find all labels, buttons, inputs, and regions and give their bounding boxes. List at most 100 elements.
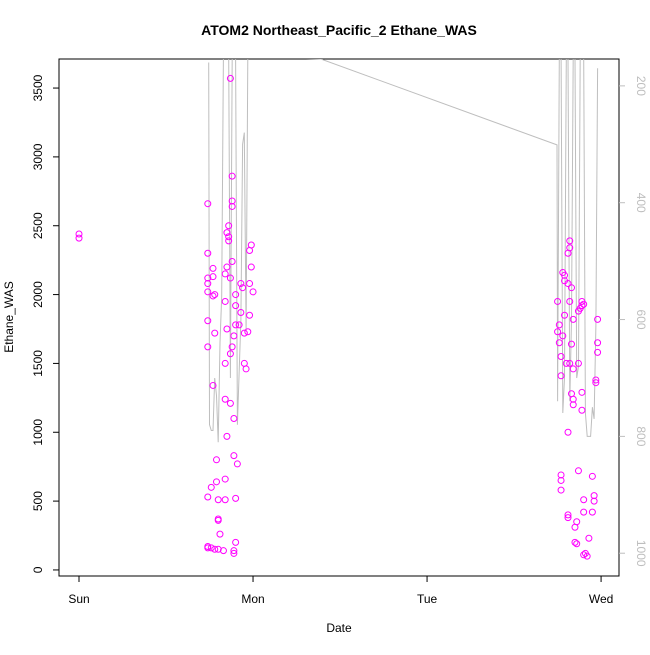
data-point (564, 280, 572, 288)
data-point (204, 544, 212, 552)
data-point (564, 511, 572, 519)
y-axis-label: Ethane_WAS (2, 281, 16, 353)
y-tick-label: 3000 (31, 143, 45, 170)
data-point (221, 496, 229, 504)
data-point (592, 376, 600, 384)
data-point (204, 343, 212, 351)
data-point (221, 270, 229, 278)
data-point (212, 478, 220, 486)
data-point (554, 297, 562, 305)
data-point (557, 372, 565, 380)
data-point (228, 343, 236, 351)
data-point (585, 534, 593, 542)
data-point (574, 467, 582, 475)
data-point (204, 317, 212, 325)
data-point (214, 545, 222, 553)
data-point (214, 496, 222, 504)
data-point (211, 329, 219, 337)
y2-tick-label: 400 (634, 193, 648, 213)
data-point (204, 288, 212, 296)
data-point (211, 545, 219, 553)
data-point (555, 339, 563, 347)
data-point (228, 172, 236, 180)
data-point (583, 552, 591, 560)
data-point (228, 258, 236, 266)
x-axis-label: Date (326, 621, 352, 635)
plot-area (75, 59, 602, 560)
data-point (569, 401, 577, 409)
data-point (244, 328, 252, 336)
x-tick-label: Sun (68, 592, 89, 606)
data-point (571, 523, 579, 531)
data-point (221, 297, 229, 305)
data-point (211, 291, 219, 299)
data-point (242, 365, 250, 373)
x-tick-label: Wed (589, 592, 613, 606)
data-point (567, 340, 575, 348)
data-point (580, 300, 588, 308)
data-point (204, 200, 212, 208)
data-point (569, 365, 577, 373)
y-tick-label: 500 (31, 491, 45, 511)
data-point (219, 547, 227, 555)
data-point (580, 551, 588, 559)
data-point (204, 280, 212, 288)
data-point (561, 271, 569, 279)
data-point (232, 538, 240, 546)
data-point (233, 460, 241, 468)
data-point (228, 202, 236, 210)
data-point (230, 452, 238, 460)
data-point (237, 308, 245, 316)
data-point (567, 284, 575, 292)
data-point (226, 350, 234, 358)
data-point (214, 516, 222, 524)
data-point (566, 237, 574, 245)
data-point (561, 311, 569, 319)
data-point (592, 379, 600, 387)
data-point (555, 321, 563, 329)
x-tick-label: Mon (241, 592, 264, 606)
data-point (230, 332, 238, 340)
data-point (209, 273, 217, 281)
y-tick-label: 3500 (31, 74, 45, 101)
data-point (554, 328, 562, 336)
data-point (240, 329, 248, 337)
y-tick-label: 2000 (31, 281, 45, 308)
data-point (223, 229, 231, 237)
data-point (574, 359, 582, 367)
data-point (578, 388, 586, 396)
y-tick-label: 0 (31, 566, 45, 573)
data-point (566, 359, 574, 367)
data-line (208, 59, 599, 443)
data-point (225, 237, 233, 245)
data-point (239, 284, 247, 292)
data-point (580, 508, 588, 516)
data-point (232, 321, 240, 329)
data-point (573, 540, 581, 548)
data-point (204, 249, 212, 257)
data-point (557, 486, 565, 494)
chart-title: ATOM2 Northeast_Pacific_2 Ethane_WAS (201, 22, 477, 38)
data-point (246, 280, 254, 288)
data-point (574, 307, 582, 315)
data-point (232, 494, 240, 502)
data-point (232, 302, 240, 310)
data-point (562, 359, 570, 367)
data-point (246, 247, 254, 255)
data-point (209, 264, 217, 272)
data-point (557, 353, 565, 361)
y2-tick-label: 800 (634, 426, 648, 446)
data-point (226, 274, 234, 282)
data-point (564, 428, 572, 436)
data-point (594, 339, 602, 347)
y2-tick-label: 600 (634, 310, 648, 330)
data-point (237, 280, 245, 288)
data-point (230, 549, 238, 557)
data-point (566, 297, 574, 305)
data-point (571, 538, 579, 546)
y2-tick-label: 1000 (634, 540, 648, 567)
data-point (578, 406, 586, 414)
y-tick-label: 1000 (31, 419, 45, 446)
